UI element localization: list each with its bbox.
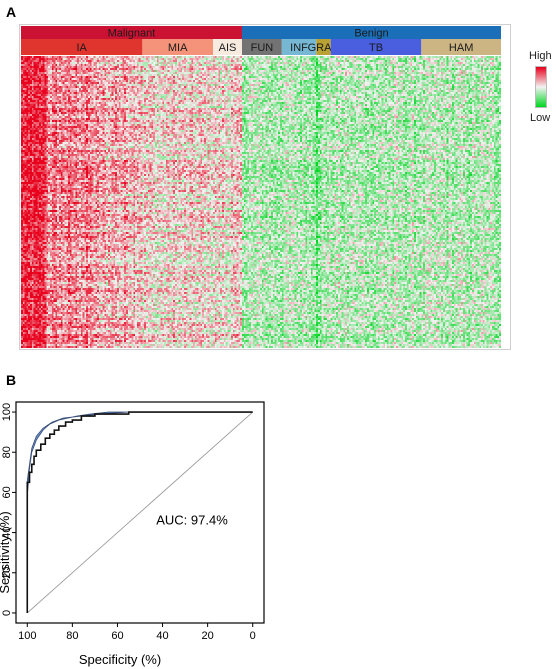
x-tick-label: 60 <box>111 630 123 642</box>
auc-annotation: AUC: 97.4% <box>156 513 228 528</box>
subgroup-label: HAM <box>449 42 473 54</box>
y-tick-label: 40 <box>1 526 13 538</box>
legend-high-label: High <box>529 50 552 62</box>
x-tick-label: 20 <box>202 630 214 642</box>
y-tick-label: 20 <box>1 567 13 579</box>
y-tick-label: 100 <box>1 403 13 421</box>
subgroup-bar-fun: FUN <box>241 39 282 55</box>
subgroup-bar-ia: IA <box>21 39 143 55</box>
subgroup-label: TB <box>369 42 383 54</box>
plot-frame <box>15 401 265 624</box>
subgroup-bar-ham: HAM <box>421 39 501 55</box>
confidence-band <box>26 411 129 497</box>
subgroup-label: INF <box>290 42 308 54</box>
y-axis-title: Sensitivity (%) <box>0 511 12 593</box>
subgroup-label: IA <box>76 42 87 54</box>
reference-diagonal <box>26 411 254 614</box>
legend-low-label: Low <box>530 112 551 124</box>
subgroup-label: MIA <box>168 42 188 54</box>
subgroup-label: FUN <box>251 42 274 54</box>
subgroup-bar-inf: INF <box>281 39 317 55</box>
subgroup-bar-mia: MIA <box>142 39 213 55</box>
x-tick-label: 40 <box>156 630 168 642</box>
subgroup-bar-tb: TB <box>330 39 422 55</box>
group-label: Benign <box>354 28 388 40</box>
color-scale-legend <box>535 66 547 108</box>
group-label: Malignant <box>108 28 156 40</box>
x-tick-label: 0 <box>250 630 256 642</box>
group-bar-benign: Benign <box>241 26 501 40</box>
y-tick-label: 0 <box>1 610 13 616</box>
panel-b-label: B <box>6 372 17 388</box>
subgroup-label: AIS <box>219 42 237 54</box>
x-tick-label: 80 <box>66 630 78 642</box>
roc-chart: 100 80 60 40 20 0 0 20 40 60 80 100 Specificity (%) S… <box>0 401 265 667</box>
roc-curve <box>26 411 253 613</box>
group-bar-malignant: Malignant <box>21 26 242 40</box>
heatmap: Malignant Benign IA MIA AIS FUN INF GRAN TB HAM <box>19 24 511 350</box>
x-axis-title: Specificity (%) <box>79 652 161 667</box>
heatmap-cells <box>21 56 501 348</box>
y-tick-label: 60 <box>1 486 13 498</box>
panel-a-label: A <box>6 4 17 20</box>
subgroup-bar-ais: AIS <box>213 39 242 55</box>
y-tick-label: 80 <box>1 446 13 458</box>
x-tick-label: 100 <box>18 630 36 642</box>
